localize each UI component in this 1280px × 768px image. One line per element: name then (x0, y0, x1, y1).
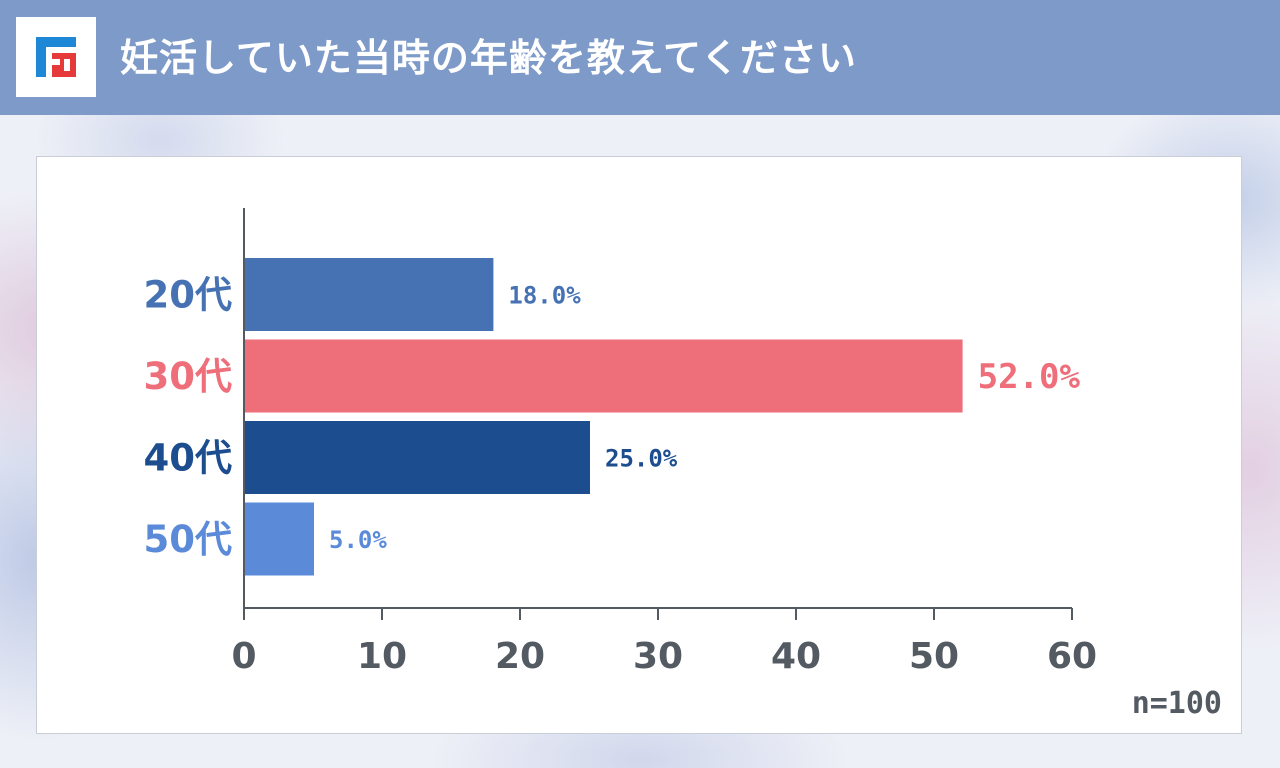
data-label: 18.0% (508, 282, 581, 310)
category-label: 30代 (144, 355, 233, 398)
f-logo-icon (16, 17, 96, 97)
x-tick-label: 20 (495, 636, 545, 677)
bar (245, 502, 314, 576)
data-label: 25.0% (605, 445, 678, 473)
page-title: 妊活していた当時の年齢を教えてください (120, 36, 857, 80)
category-label: 20代 (144, 274, 233, 317)
chart-card (36, 156, 1242, 734)
header-bar: 妊活していた当時の年齢を教えてください (0, 0, 1280, 115)
x-tick-label: 10 (357, 636, 407, 677)
x-tick-label: 30 (633, 636, 683, 677)
x-tick-label: 0 (231, 636, 256, 677)
sample-size-label: n=100 (1131, 686, 1222, 721)
category-label: 40代 (144, 437, 233, 480)
data-label: 52.0% (978, 357, 1081, 397)
x-tick-label: 50 (909, 636, 959, 677)
bar (245, 339, 963, 413)
category-label: 50代 (144, 518, 233, 561)
x-tick-label: 60 (1047, 636, 1097, 677)
bar (245, 421, 590, 494)
bar (245, 258, 494, 331)
x-tick-label: 40 (771, 636, 821, 677)
data-label: 5.0% (329, 526, 387, 554)
